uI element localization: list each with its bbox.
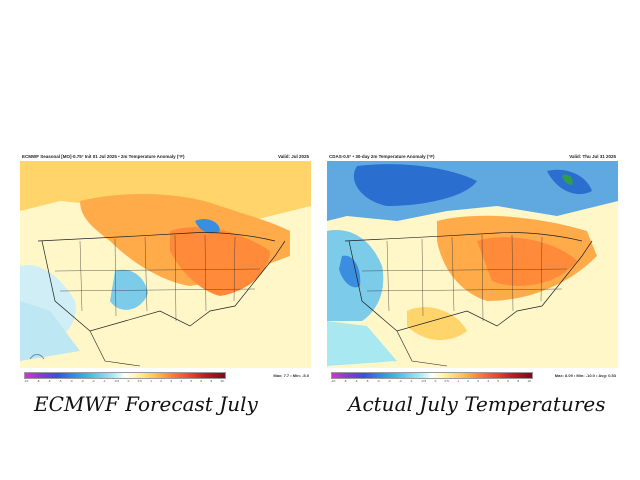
forecast-core-warm <box>170 227 270 296</box>
actual-hudson-deep-cool <box>562 174 573 185</box>
forecast-logo-mark <box>29 354 45 360</box>
actual-mexico-outline <box>396 330 448 367</box>
forecast-state-lines <box>54 234 261 322</box>
forecast-pacific-cool <box>20 301 80 361</box>
forecast-map <box>20 161 311 368</box>
forecast-mexico-outline <box>89 330 141 367</box>
forecast-coastline <box>41 240 286 332</box>
forecast-colorbar <box>24 372 226 379</box>
actual-colorbar <box>331 372 533 379</box>
actual-pacific-cool <box>327 321 397 366</box>
actual-state-lines <box>361 234 568 322</box>
forecast-north-warm <box>20 161 311 221</box>
actual-header: CDAS-0.5° • 30-day 2m Temperature Anomal… <box>329 152 616 161</box>
forecast-greatlakes-cool <box>195 219 220 234</box>
actual-stats: Max: 8.09 • Min: -10.0 • Avg: 0.53 <box>554 373 616 378</box>
actual-border-canada <box>344 232 583 242</box>
actual-east-warm <box>477 237 577 286</box>
actual-coastline <box>348 240 593 332</box>
forecast-map-svg <box>20 161 311 368</box>
actual-map <box>327 161 618 368</box>
forecast-valid-label: Valid: Jul 2025 <box>277 154 309 159</box>
actual-valid-label: Valid: Thu Jul 31 2025 <box>569 154 616 159</box>
forecast-southwest-cool <box>110 269 148 310</box>
forecast-border-canada <box>37 232 276 242</box>
forecast-caption: ECMWF Forecast July <box>34 392 258 416</box>
actual-panel: CDAS-0.5° • 30-day 2m Temperature Anomal… <box>325 152 620 388</box>
forecast-stats: Max: 7.7 • Min: -5.0 <box>273 373 309 378</box>
actual-caption: Actual July Temperatures <box>348 392 606 416</box>
actual-canada-cool-core <box>353 164 477 206</box>
forecast-header-text: ECMWF Seasonal [MO]-0.75° Init 01 Jul 20… <box>22 154 185 159</box>
forecast-panel: ECMWF Seasonal [MO]-0.75° Init 01 Jul 20… <box>18 152 313 388</box>
actual-california-cool <box>339 255 361 288</box>
actual-header-text: CDAS-0.5° • 30-day 2m Temperature Anomal… <box>329 154 435 159</box>
forecast-header: ECMWF Seasonal [MO]-0.75° Init 01 Jul 20… <box>22 152 309 161</box>
actual-map-svg <box>327 161 618 368</box>
